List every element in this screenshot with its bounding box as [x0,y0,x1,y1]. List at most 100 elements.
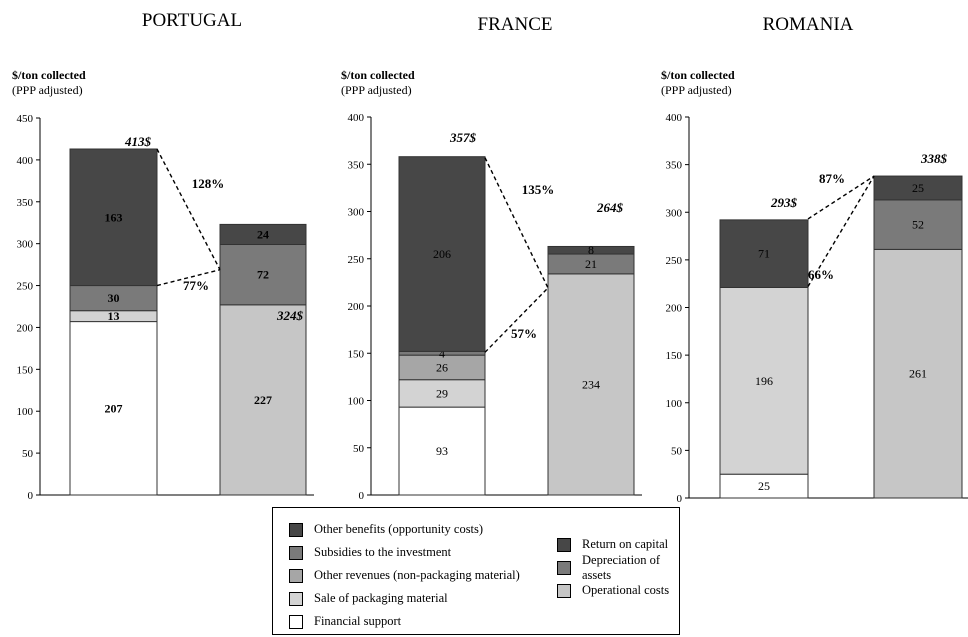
portugal-bar-2-depreciation [219,244,307,306]
romania-y-tick-label: 350 [666,160,683,172]
romania-bar-1-other-benefits [719,219,809,288]
portugal-y-tick-label: 300 [17,239,34,251]
france-connector-bottom [484,287,549,353]
legend-swatch-operational-costs [557,583,571,598]
portugal-bar-1-sale-packaging-label: 13 [108,309,120,323]
romania-bar-2-return-on-capital [873,175,963,201]
romania-connector-bottom [807,175,875,287]
france-connector-top [484,157,549,289]
france-bar-1-other-revenues-label: 26 [436,360,448,374]
portugal-y-tick-label: 200 [17,322,34,334]
france-bar-2-operational-costs-label: 234 [582,377,600,391]
portugal-y-tick-label: 150 [17,364,34,376]
france-bar-2-depreciation-label: 21 [585,257,597,271]
romania-bar-2-return-on-capital-label: 25 [912,181,924,195]
legend-swatch-depreciation [557,560,571,575]
france-y-tick-label: 200 [348,301,365,313]
france-bar-2-operational-costs [547,273,635,496]
france-bar-1-other-benefits [398,156,486,352]
portugal-y-tick-label: 450 [17,113,34,125]
romania-bar-1-sale-packaging [719,286,809,475]
portugal-bar-1-other-benefits-label: 163 [105,210,123,224]
france-bar-1-financial-support-label: 93 [436,444,448,458]
legend-right-column: Return on capital Depreciation of assets… [557,533,679,602]
romania-bar-1-other-benefits-label: 71 [758,247,770,261]
romania-bar-1-sale-packaging-label: 196 [755,374,773,388]
romania-ylabel: $/ton collected [661,68,735,82]
portugal-y-tick-label: 50 [22,448,34,460]
legend-item-other-benefits: Other benefits (opportunity costs) [289,518,520,541]
portugal-bar-2-total-label: 324$ [276,308,304,323]
romania-bar-1-total-label: 293$ [770,195,798,210]
france-y-tick-label: 50 [353,443,365,455]
legend-swatch-subsidies [289,545,303,560]
legend-item-subsidies: Subsidies to the investment [289,541,520,564]
portugal-bar-2-return-on-capital-label: 24 [257,227,269,241]
romania-bar-1-financial-support-label: 25 [758,479,770,493]
legend-label-operational-costs: Operational costs [582,583,670,597]
portugal-y-tick-label: 400 [17,155,34,167]
romania-y-tick-label: 300 [666,207,683,219]
france-bar-1-sale-packaging [398,379,486,408]
france-ratio-top: 135% [522,182,555,197]
portugal-connector-top [156,148,221,271]
portugal-connector-bottom [156,269,221,287]
france-bar-1-total-label: 357$ [449,130,477,145]
france-bar-1-other-benefits-label: 206 [433,247,451,261]
portugal-y-tick-label: 250 [17,281,34,293]
france-ylabel: $/ton collected [341,68,415,82]
portugal-ratio-top: 128% [192,176,225,191]
portugal-bar-2-operational-costs-label: 227 [254,393,272,407]
romania-bar-2-depreciation [873,199,963,250]
france-y-tick-label: 150 [348,348,365,360]
france-ratio-bottom: 57% [511,326,537,341]
romania-connector-top [807,175,875,220]
portugal-ratio-bottom: 77% [183,278,209,293]
portugal-y-tick-label: 0 [28,490,34,502]
legend-item-sale-packaging: Sale of packaging material [289,587,520,610]
romania-y-tick-label: 150 [666,350,683,362]
portugal-bar-1-financial-support-label: 207 [105,401,123,415]
portugal-bar-2-return-on-capital [219,223,307,246]
legend-item-other-revenues: Other revenues (non-packaging material) [289,564,520,587]
romania-title: ROMANIA [763,14,854,35]
legend-left-column: Other benefits (opportunity costs) Subsi… [289,518,520,633]
legend-swatch-financial-support [289,614,303,629]
legend-label-subsidies: Subsidies to the investment [314,545,452,559]
france-y-tick-label: 350 [348,159,365,171]
portugal-bar-1-financial-support [69,321,158,496]
legend-item-financial-support: Financial support [289,610,520,633]
portugal-ylabel-sub: (PPP adjusted) [12,83,83,97]
france-y-tick-label: 250 [348,254,365,266]
portugal-bar-1-other-benefits [69,148,158,287]
romania-y-tick-label: 0 [677,493,683,505]
portugal-ylabel: $/ton collected [12,68,86,82]
romania-ylabel-sub: (PPP adjusted) [661,83,732,97]
portugal-bar-1-subsidies [69,285,158,312]
legend-label-sale-packaging: Sale of packaging material [314,591,448,605]
romania-y-tick-label: 200 [666,303,683,315]
france-bar-1-other-revenues [398,354,486,381]
france-bar-2-total-label: 264$ [596,200,624,215]
france-y-tick-label: 0 [359,490,365,502]
france-y-tick-label: 300 [348,207,365,219]
portugal-bar-2-depreciation-label: 72 [257,268,269,282]
france-ylabel-sub: (PPP adjusted) [341,83,412,97]
legend-swatch-other-benefits [289,522,303,537]
france-y-tick-label: 400 [348,112,365,124]
romania-bar-2-operational-costs [873,248,963,499]
legend-label-other-benefits: Other benefits (opportunity costs) [314,522,484,536]
portugal-bar-1-total-label: 413$ [124,134,152,149]
romania-bar-2-operational-costs-label: 261 [909,367,927,381]
romania-ratio-bottom: 66% [808,267,834,282]
romania-y-tick-label: 50 [671,445,683,457]
legend-item-operational-costs: Operational costs [557,579,679,602]
legend-item-return-on-capital: Return on capital [557,533,679,556]
romania-bar-2-depreciation-label: 52 [912,218,924,232]
france-bar-1-sale-packaging-label: 29 [436,386,448,400]
romania-y-tick-label: 250 [666,255,683,267]
france-y-tick-label: 100 [348,396,365,408]
portugal-bar-1-subsidies-label: 30 [108,291,120,305]
portugal-y-tick-label: 350 [17,197,34,209]
